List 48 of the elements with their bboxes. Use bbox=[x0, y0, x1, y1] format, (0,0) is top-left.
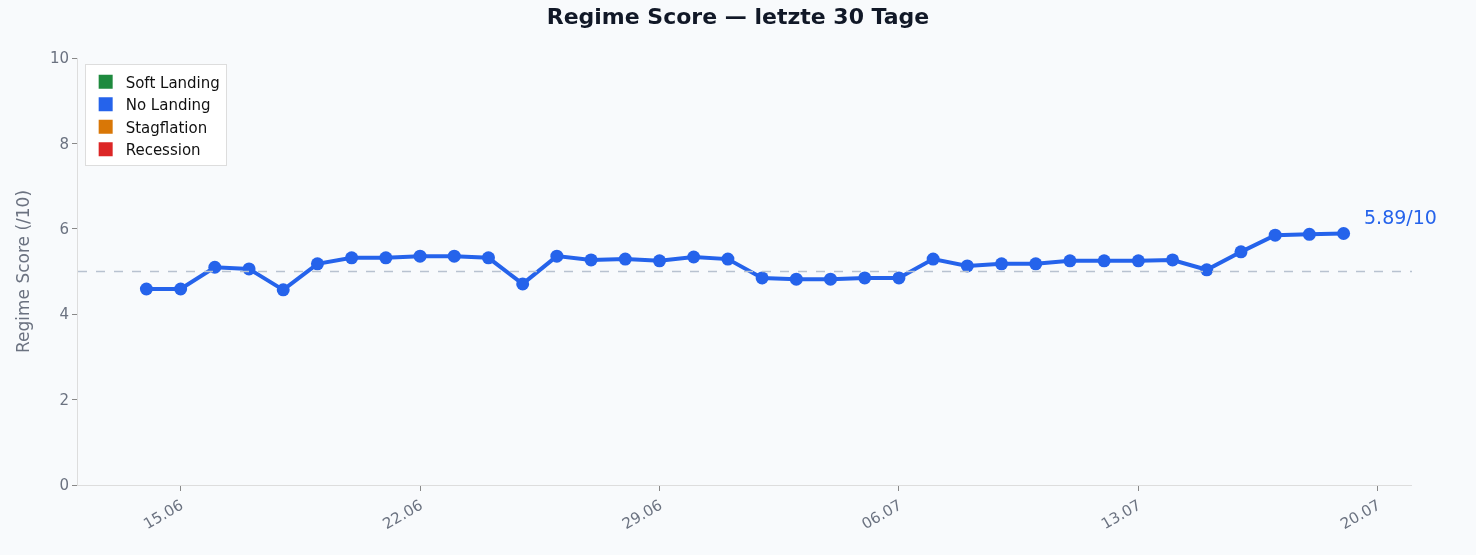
point bbox=[1337, 227, 1351, 240]
point bbox=[413, 249, 427, 263]
point bbox=[310, 257, 324, 271]
point bbox=[892, 271, 906, 285]
point bbox=[1200, 263, 1214, 277]
point bbox=[960, 259, 974, 273]
point bbox=[481, 251, 495, 265]
point bbox=[139, 282, 153, 296]
y-tick-label: 10 bbox=[49, 49, 69, 68]
y-tick-label: 4 bbox=[59, 305, 69, 324]
point bbox=[687, 250, 701, 264]
point bbox=[379, 251, 393, 265]
point bbox=[550, 249, 564, 263]
point bbox=[447, 249, 461, 263]
point bbox=[1234, 245, 1248, 259]
point bbox=[789, 272, 803, 286]
chart-title: Regime Score — letzte 30 Tage bbox=[546, 3, 930, 29]
point bbox=[584, 253, 598, 267]
y-tick-label: 0 bbox=[59, 476, 69, 495]
y-tick-label: 6 bbox=[59, 220, 69, 239]
point bbox=[208, 260, 222, 274]
point bbox=[1302, 227, 1316, 241]
point bbox=[345, 251, 359, 265]
point bbox=[1029, 257, 1043, 271]
point bbox=[858, 271, 872, 285]
point bbox=[755, 271, 769, 285]
point bbox=[1097, 254, 1111, 268]
y-tick-label: 2 bbox=[59, 390, 69, 409]
point bbox=[1268, 228, 1282, 242]
point bbox=[276, 283, 290, 297]
legend-label: Stagflation bbox=[125, 118, 208, 137]
point bbox=[1063, 254, 1077, 268]
annotation: 5.89/10 bbox=[1364, 206, 1437, 228]
point bbox=[1131, 254, 1145, 268]
y-tick-label: 8 bbox=[59, 134, 69, 153]
legend-label: Soft Landing bbox=[125, 73, 220, 92]
point bbox=[653, 254, 666, 268]
point bbox=[1166, 253, 1180, 267]
point bbox=[618, 252, 632, 266]
y-axis-title: Regime Score (/10) bbox=[13, 189, 34, 354]
point bbox=[926, 252, 940, 266]
point bbox=[721, 252, 735, 266]
point bbox=[516, 277, 530, 291]
legend-label: No Landing bbox=[125, 96, 211, 114]
point bbox=[995, 257, 1009, 271]
point bbox=[824, 272, 838, 286]
legend-label: Recession bbox=[125, 141, 201, 160]
point bbox=[174, 282, 188, 296]
